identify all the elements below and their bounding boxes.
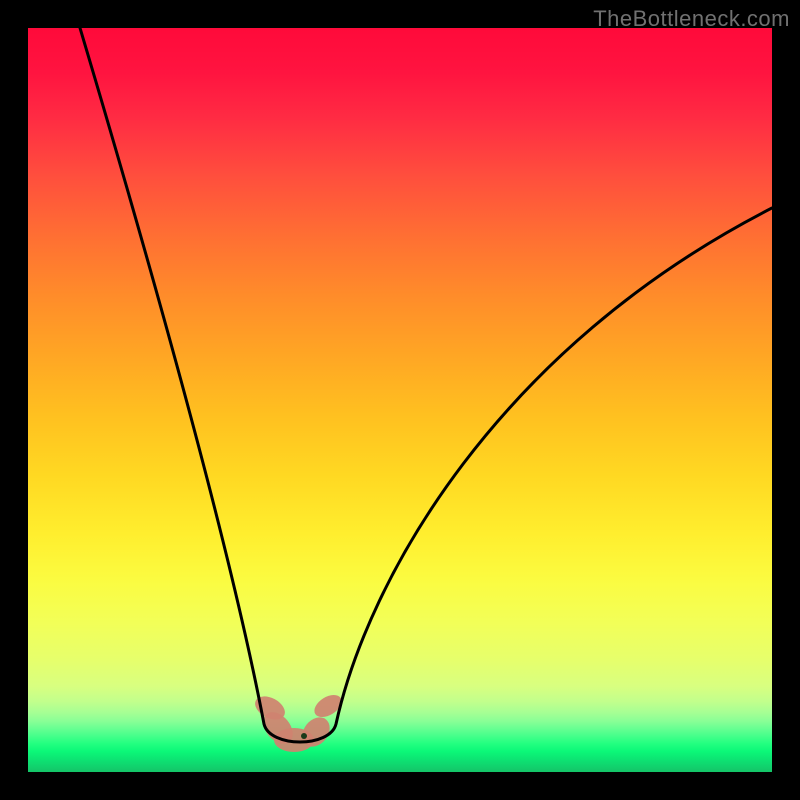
watermark-text: TheBottleneck.com bbox=[593, 6, 790, 32]
chart-frame bbox=[28, 28, 772, 772]
bottleneck-curve bbox=[80, 28, 772, 742]
curve-layer bbox=[28, 28, 772, 772]
